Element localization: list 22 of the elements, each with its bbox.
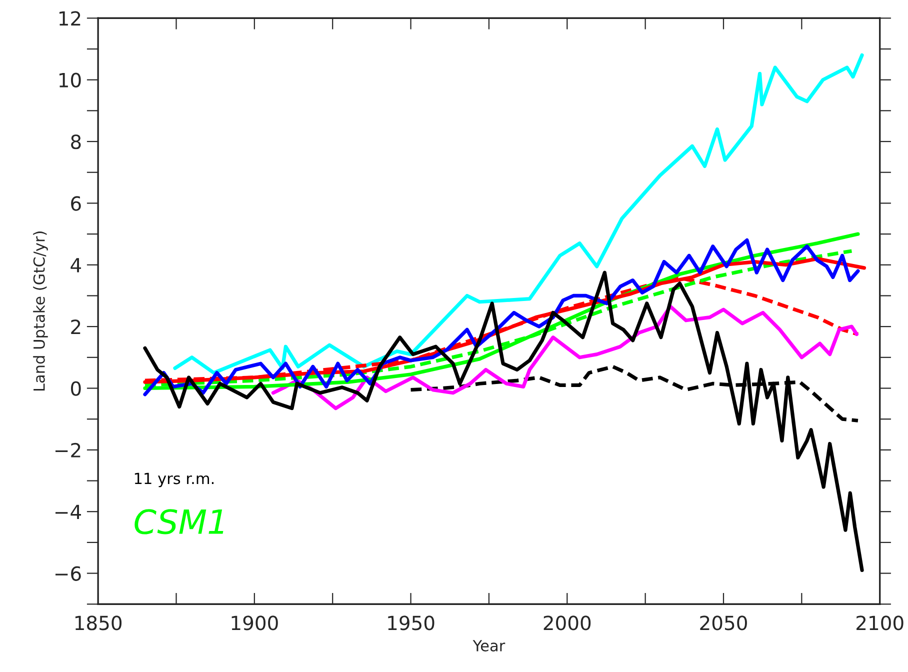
y-tick-label: 8 <box>71 134 81 150</box>
y-tick-label: −2 <box>55 442 80 458</box>
y-tick-label: 4 <box>70 258 81 272</box>
annotation: 11 yrs r.m. <box>134 472 214 488</box>
y-tick-label: 10 <box>59 72 81 88</box>
y-tick-label: 12 <box>59 11 80 26</box>
x-tick-label: 2000 <box>544 616 591 630</box>
y-tick-label: 6 <box>71 196 81 211</box>
x-tick-label: 1850 <box>75 616 122 630</box>
x-tick-label: 1950 <box>388 616 434 630</box>
x-tick-label: 1900 <box>232 616 278 630</box>
y-tick-label: −4 <box>55 504 81 519</box>
x-axis-title: Year <box>472 640 506 652</box>
line-series <box>173 53 864 375</box>
y-tick-label: 0 <box>71 381 81 396</box>
x-tick-label: 2100 <box>856 616 904 630</box>
y-tick-label: 2 <box>71 320 80 334</box>
annotation: CSM1 <box>134 509 224 534</box>
y-tick-label: −6 <box>55 566 81 581</box>
y-axis-title: Land Uptake (GtC/yr) <box>33 232 48 391</box>
line-series <box>408 364 860 422</box>
x-tick-label: 2050 <box>700 616 747 630</box>
